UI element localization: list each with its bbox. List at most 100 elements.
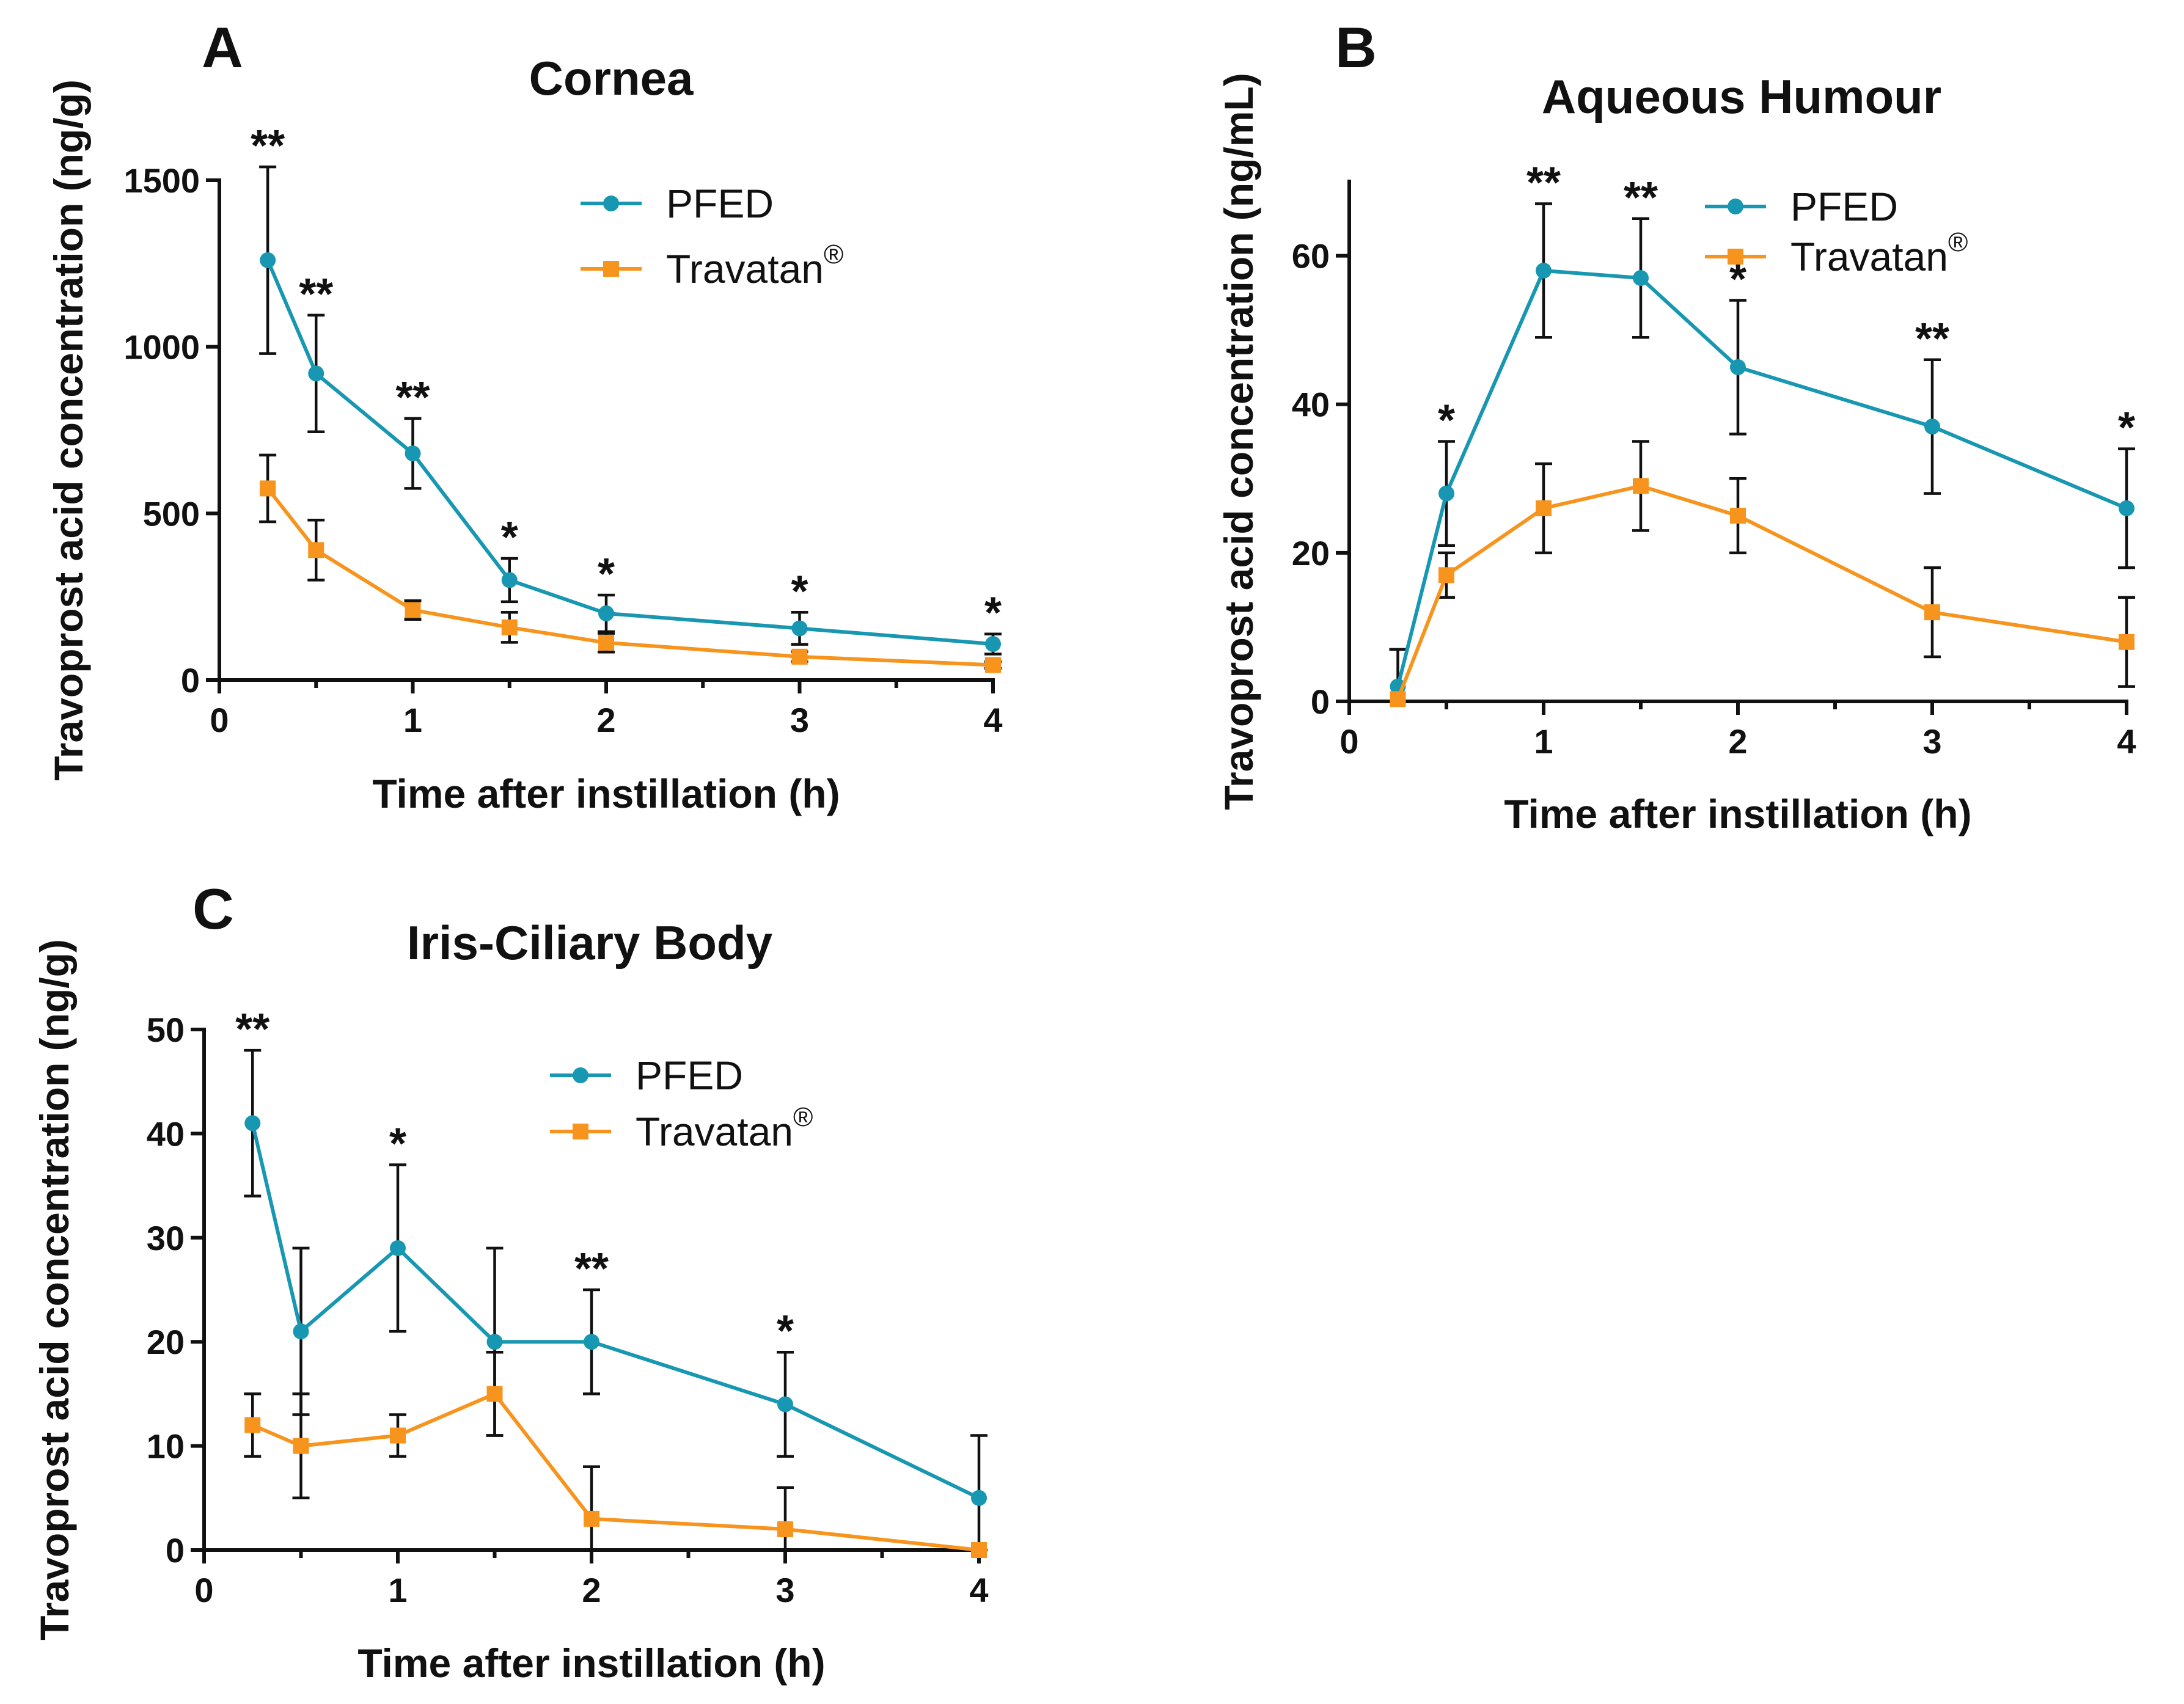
x-tick-label: 1 — [388, 1571, 407, 1609]
series-pfed — [244, 1048, 988, 1552]
data-point — [405, 602, 421, 618]
panel-letter: B — [1335, 15, 1377, 79]
y-axis-label: Travoprost acid concentration (ng/mL) — [1216, 73, 1261, 810]
data-point — [501, 619, 518, 635]
series-line-travatan — [266, 487, 994, 667]
series-line-pfed — [251, 1122, 980, 1500]
data-point — [791, 648, 808, 665]
data-point — [293, 1438, 309, 1454]
data-point — [598, 634, 614, 651]
x-axis-label: Time after instillation (h) — [357, 1640, 825, 1686]
data-point — [1438, 567, 1454, 583]
data-point — [1438, 485, 1454, 502]
data-point — [1924, 419, 1940, 435]
legend-registered-mark: ® — [1948, 227, 1968, 257]
data-point — [985, 636, 1001, 653]
panel-a: A Cornea 0 500 1000 1500 0 1 2 3 4 Time after insti… — [46, 15, 1003, 816]
data-point — [308, 542, 324, 558]
data-point — [971, 1490, 987, 1506]
legend-marker — [573, 1124, 588, 1139]
legend-series-name: PFED — [666, 181, 774, 226]
legend-label-travatan: Travatan® — [636, 1102, 813, 1154]
significance-marker: ** — [1915, 315, 1949, 364]
data-point — [1730, 359, 1746, 375]
data-point — [791, 620, 808, 637]
significance-marker: * — [2118, 404, 2135, 453]
y-tick-label: 0 — [181, 661, 200, 700]
significance-marker: * — [777, 1307, 794, 1356]
panel-b: B Aqueous Humour 0 20 40 60 0 1 2 3 4 Time after in… — [1216, 15, 2136, 836]
data-point — [2119, 634, 2135, 650]
x-tick-label: 0 — [194, 1571, 213, 1609]
y-tick-label: 1000 — [123, 328, 200, 367]
x-tick-label: 1 — [1534, 722, 1553, 761]
x-tick-label: 3 — [790, 701, 809, 739]
x-tick-label: 2 — [596, 701, 615, 739]
data-point — [501, 572, 518, 588]
y-tick-label: 0 — [1311, 682, 1330, 721]
data-point — [598, 605, 614, 621]
series-line-travatan — [252, 1392, 980, 1552]
data-point — [293, 1323, 309, 1340]
data-point — [486, 1386, 503, 1402]
panel-title: Iris-Ciliary Body — [407, 916, 772, 970]
significance-marker: ** — [1624, 174, 1658, 222]
data-point — [1390, 691, 1406, 708]
legend-series-name: Travatan — [1790, 234, 1948, 279]
data-point — [390, 1240, 406, 1256]
legend-series-name: Travatan — [636, 1109, 793, 1154]
data-point — [1633, 478, 1649, 494]
x-tick-label: 0 — [1339, 722, 1358, 761]
x-tick-label: 4 — [969, 1571, 988, 1609]
data-point — [486, 1334, 503, 1350]
legend-series-name: PFED — [1790, 184, 1898, 229]
data-point — [244, 1417, 261, 1433]
x-tick-label: 4 — [983, 701, 1002, 739]
legend-series-name: Travatan — [666, 246, 824, 291]
data-point — [260, 480, 276, 497]
y-tick-label: 20 — [1292, 534, 1330, 572]
legend: PFED Travatan® — [581, 181, 843, 291]
y-axis-label: Travoprost acid concentration (ng/g) — [46, 79, 91, 781]
significance-marker: * — [501, 513, 518, 562]
x-tick-label: 3 — [1922, 722, 1941, 761]
data-point — [1924, 604, 1940, 621]
significance-marker: * — [1438, 397, 1455, 445]
x-tick-label: 3 — [775, 1571, 794, 1609]
data-point — [584, 1334, 599, 1350]
series-line-travatan — [1396, 484, 2127, 700]
legend-series-name: PFED — [636, 1053, 743, 1098]
y-axis-label: Travoprost acid concentration (ng/g) — [32, 939, 77, 1640]
y-tick-label: 50 — [147, 1011, 185, 1049]
x-tick-label: 1 — [403, 701, 422, 739]
y-tick-label: 0 — [166, 1531, 185, 1570]
data-point — [777, 1521, 793, 1537]
legend-marker — [603, 196, 619, 211]
legend-marker — [1728, 199, 1743, 214]
y-tick-label: 40 — [147, 1114, 185, 1153]
x-tick-label: 2 — [582, 1571, 601, 1609]
legend-registered-mark: ® — [793, 1102, 813, 1132]
data-point — [1633, 270, 1649, 287]
x-axis-label: Time after instillation (h) — [1504, 791, 1971, 836]
data-point — [244, 1115, 261, 1132]
series-travatan — [244, 1350, 987, 1558]
x-axis-label: Time after instillation (h) — [372, 771, 840, 816]
y-tick-label: 10 — [147, 1427, 185, 1466]
significance-marker: ** — [299, 270, 333, 319]
series-pfed — [1389, 202, 2135, 703]
data-point — [260, 252, 276, 268]
panel-letter: A — [202, 15, 243, 79]
x-tick-label: 0 — [210, 701, 229, 739]
panel-letter: C — [192, 877, 234, 941]
legend-label-pfed: PFED — [636, 1053, 743, 1098]
x-tick-label: 4 — [2117, 722, 2136, 761]
y-tick-label: 40 — [1292, 386, 1330, 424]
legend-label-pfed: PFED — [666, 181, 774, 226]
series-travatan — [259, 453, 1002, 673]
data-point — [1730, 508, 1746, 524]
legend-label-travatan: Travatan® — [666, 240, 843, 291]
y-tick-label: 30 — [147, 1219, 185, 1257]
